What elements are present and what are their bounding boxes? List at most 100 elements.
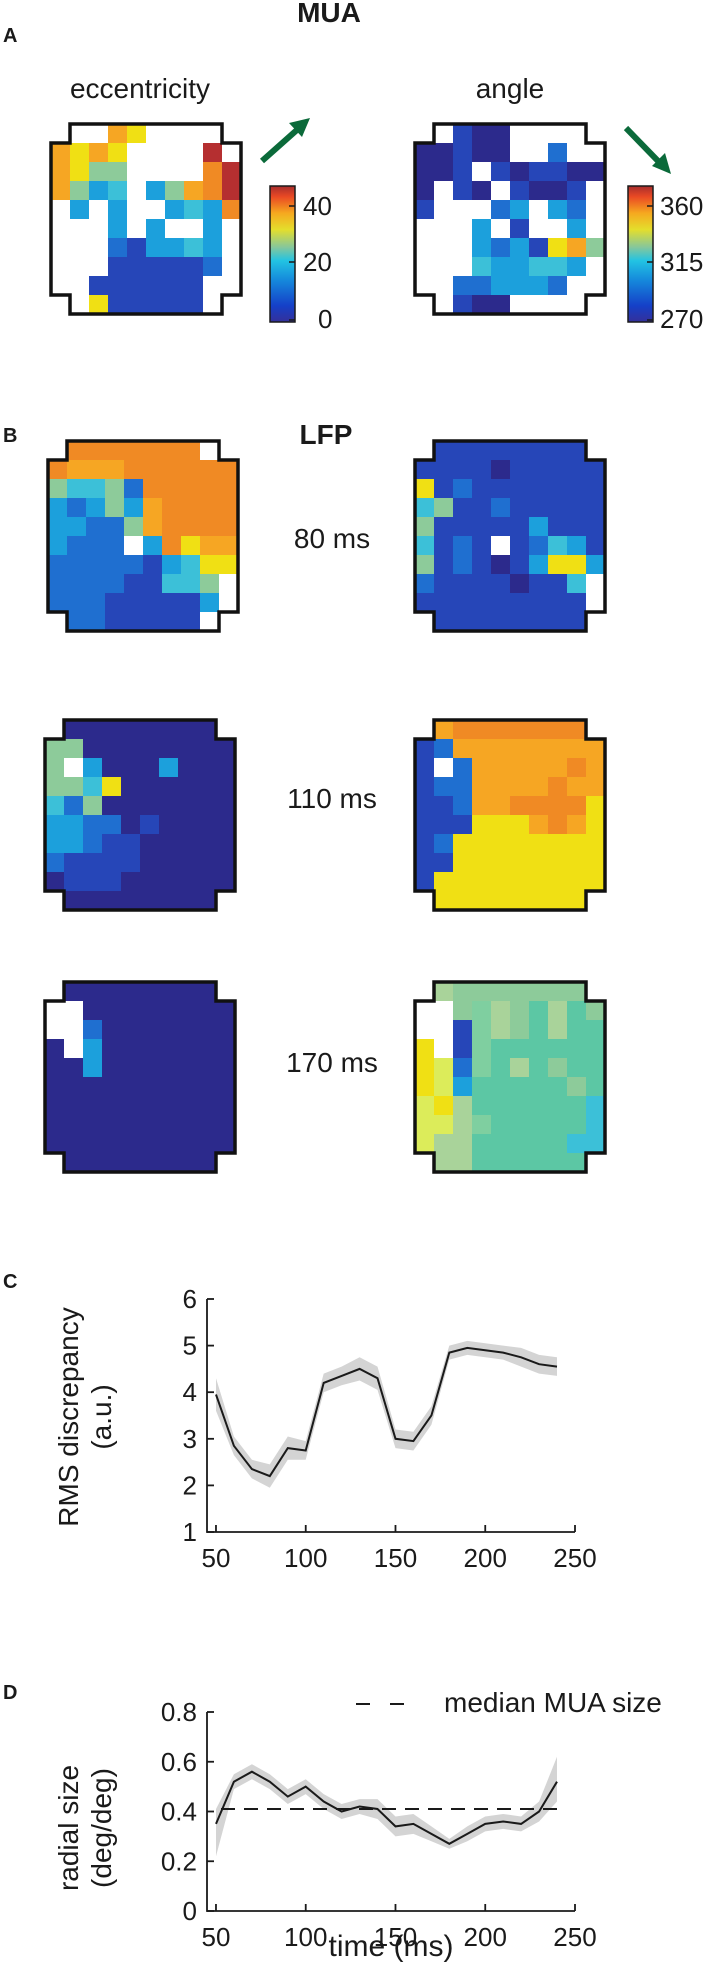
heatmap-cell xyxy=(586,777,605,797)
heatmap-cell xyxy=(86,460,106,480)
heatmap-cell xyxy=(491,124,511,144)
heatmap-cell xyxy=(70,200,90,220)
heatmap-cell xyxy=(70,181,90,201)
heatmap-cell xyxy=(548,498,568,518)
heatmap-cell xyxy=(45,872,65,892)
heatmap-cell xyxy=(67,555,87,575)
heatmap-cell xyxy=(586,238,605,258)
heatmap-cell xyxy=(181,498,201,518)
heatmap-cell xyxy=(548,796,568,816)
heatmap-cell xyxy=(472,517,492,537)
heatmap-cell xyxy=(415,498,435,518)
heatmap-cell xyxy=(453,758,473,778)
heatmap-cell xyxy=(453,536,473,556)
heatmap-cell xyxy=(83,758,103,778)
heatmap-cell xyxy=(491,162,511,182)
heatmap-cell xyxy=(121,720,141,740)
heatmap-cell xyxy=(472,1115,492,1135)
heatmap-cell xyxy=(219,460,238,480)
heatmap-cell xyxy=(491,276,511,296)
heatmap-cell xyxy=(510,612,530,631)
heatmap-cell xyxy=(146,257,166,277)
heatmap-cell xyxy=(102,982,122,1002)
heatmap-cell xyxy=(491,1039,511,1059)
heatmap-cell xyxy=(510,739,530,759)
heatmap-cell xyxy=(159,853,179,873)
heatmap-cell xyxy=(181,460,201,480)
heatmap-cell xyxy=(108,124,128,144)
heatmap-cell xyxy=(45,1020,65,1040)
heatmap-cell xyxy=(548,1001,568,1021)
heatmap-cell xyxy=(102,1058,122,1078)
heatmap-cell xyxy=(491,758,511,778)
heatmap-cell xyxy=(105,498,125,518)
heatmap-cell xyxy=(491,720,511,740)
heatmap-cell xyxy=(567,536,587,556)
heatmap-cell xyxy=(140,1077,160,1097)
heatmap-cell xyxy=(434,219,454,239)
heatmap-cell xyxy=(197,1134,217,1154)
heatmap-cell xyxy=(472,1001,492,1021)
heatmap-cell xyxy=(159,1077,179,1097)
heatmap-cell xyxy=(89,162,109,182)
heatmap-cell xyxy=(67,574,87,594)
heatmap-cell xyxy=(216,739,235,759)
heatmap-cell xyxy=(586,441,605,461)
heatmap-cell xyxy=(434,853,454,873)
chart-radial-size: 0 0.2 0.4 0.6 0.8 50 100 150 200 250 xyxy=(161,1697,597,1952)
heatmap-cell xyxy=(548,1153,568,1172)
heatmap-cell xyxy=(124,441,144,461)
heatmap-cell xyxy=(51,181,71,201)
heatmap-cell xyxy=(159,1096,179,1116)
heatmap-cell xyxy=(143,593,163,613)
heatmap-cell xyxy=(108,143,128,163)
heatmap-cell xyxy=(165,295,185,314)
heatmap-cell xyxy=(472,574,492,594)
heatmap-cell xyxy=(216,758,235,778)
heatmap-cell xyxy=(586,853,605,873)
heatmap-cell xyxy=(586,162,605,182)
heatmap-cell xyxy=(127,219,147,239)
heatmap-cell xyxy=(415,1039,435,1059)
heatmap-cell xyxy=(567,1058,587,1078)
heatmap-cell xyxy=(64,758,84,778)
heatmap-cell xyxy=(127,162,147,182)
heatmap-cell xyxy=(453,1077,473,1097)
heatmap-cell xyxy=(510,1058,530,1078)
heatmap-cell xyxy=(548,1058,568,1078)
heatmap-cell xyxy=(567,257,587,277)
heatmap-cell xyxy=(529,162,549,182)
heatmap-cell xyxy=(159,834,179,854)
heatmap-cell xyxy=(70,276,90,296)
array-outline xyxy=(413,439,607,633)
heatmap-cell xyxy=(143,536,163,556)
heatmap-cell xyxy=(415,982,435,1002)
heatmap-cell xyxy=(415,574,435,594)
heatmap-cell xyxy=(184,181,204,201)
heatmap-cell xyxy=(178,982,198,1002)
heatmap-cell xyxy=(491,891,511,910)
heatmap-cell xyxy=(548,257,568,277)
heatmap-cell xyxy=(108,257,128,277)
heatmap-cell xyxy=(162,517,182,537)
heatmap-cell xyxy=(548,460,568,480)
heatmap-cell xyxy=(567,612,587,631)
heatmap-cell xyxy=(89,219,109,239)
heatmap-cell xyxy=(529,758,549,778)
heatmap-cell xyxy=(529,460,549,480)
heatmap-cell xyxy=(510,238,530,258)
heatmap-cell xyxy=(121,872,141,892)
heatmap-cell xyxy=(67,593,87,613)
heatmap-cell xyxy=(197,1115,217,1135)
heatmap-cell xyxy=(586,181,605,201)
heatmap-cell xyxy=(472,555,492,575)
heatmap-cell xyxy=(472,1134,492,1154)
heatmap-cell xyxy=(567,181,587,201)
heatmap-cell xyxy=(83,739,103,759)
heatmap-cell xyxy=(415,162,435,182)
heatmap-cell xyxy=(102,815,122,835)
heatmap-cell xyxy=(453,1058,473,1078)
colorbar-tick: 0 xyxy=(318,304,332,334)
heatmap-cell xyxy=(491,219,511,239)
heatmap-cell xyxy=(491,1115,511,1135)
